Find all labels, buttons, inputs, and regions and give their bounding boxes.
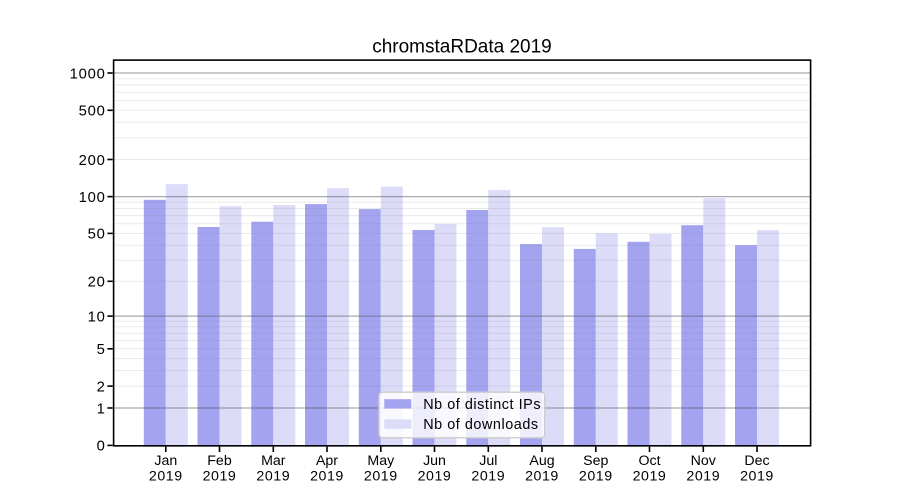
svg-text:May: May bbox=[367, 453, 395, 469]
svg-text:1000: 1000 bbox=[70, 66, 106, 82]
svg-text:2019: 2019 bbox=[525, 469, 559, 485]
svg-text:2019: 2019 bbox=[310, 469, 344, 485]
svg-text:2019: 2019 bbox=[203, 469, 237, 485]
svg-text:10: 10 bbox=[88, 309, 106, 325]
svg-text:2019: 2019 bbox=[471, 469, 505, 485]
svg-text:2019: 2019 bbox=[633, 469, 667, 485]
svg-text:Feb: Feb bbox=[207, 453, 232, 469]
svg-text:Nb of distinct IPs: Nb of distinct IPs bbox=[423, 397, 541, 413]
svg-text:500: 500 bbox=[79, 104, 106, 120]
svg-text:Oct: Oct bbox=[638, 453, 660, 469]
svg-text:Dec: Dec bbox=[744, 453, 769, 469]
svg-text:2019: 2019 bbox=[149, 469, 183, 485]
svg-text:Nov: Nov bbox=[691, 453, 717, 469]
svg-text:5: 5 bbox=[97, 342, 106, 358]
svg-text:Aug: Aug bbox=[529, 453, 554, 469]
svg-text:50: 50 bbox=[88, 227, 106, 243]
svg-text:2019: 2019 bbox=[686, 469, 720, 485]
svg-text:0: 0 bbox=[97, 439, 106, 455]
svg-text:100: 100 bbox=[79, 190, 106, 206]
svg-text:chromstaRData 2019: chromstaRData 2019 bbox=[372, 36, 552, 57]
svg-text:Jun: Jun bbox=[423, 453, 446, 469]
svg-text:Jan: Jan bbox=[154, 453, 177, 469]
svg-text:2: 2 bbox=[97, 379, 106, 395]
svg-text:2019: 2019 bbox=[740, 469, 774, 485]
svg-text:2019: 2019 bbox=[579, 469, 613, 485]
svg-text:Jul: Jul bbox=[479, 453, 497, 469]
svg-text:Sep: Sep bbox=[583, 453, 608, 469]
svg-text:Mar: Mar bbox=[261, 453, 286, 469]
svg-text:Apr: Apr bbox=[316, 453, 338, 469]
svg-text:1: 1 bbox=[97, 401, 106, 417]
svg-text:2019: 2019 bbox=[256, 469, 290, 485]
svg-text:20: 20 bbox=[88, 275, 106, 291]
svg-text:2019: 2019 bbox=[364, 469, 398, 485]
svg-text:Nb of downloads: Nb of downloads bbox=[423, 417, 538, 433]
svg-text:200: 200 bbox=[79, 153, 106, 169]
svg-text:2019: 2019 bbox=[418, 469, 452, 485]
